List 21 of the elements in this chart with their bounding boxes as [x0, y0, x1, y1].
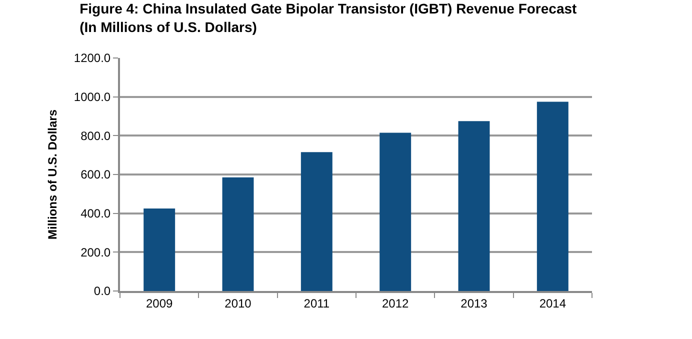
x-tick-label: 2009	[146, 296, 173, 310]
bar	[380, 132, 412, 291]
x-tick-label: 2010	[224, 296, 252, 310]
x-tick-label: 2012	[382, 296, 409, 310]
bar	[536, 102, 568, 291]
bar	[458, 121, 490, 291]
y-tick-label: 800.0	[80, 128, 111, 143]
bar	[300, 152, 332, 291]
y-tick-label: 0.0	[94, 284, 111, 298]
y-tick-label: 400.0	[80, 206, 111, 221]
x-tick-label: 2014	[539, 296, 566, 310]
bar	[222, 177, 254, 291]
x-tick-label: 2011	[304, 296, 330, 310]
y-tick-label: 200.0	[80, 245, 111, 260]
chart-title: Figure 4: China Insulated Gate Bipolar Transistor (IGBT) Revenue Forecast (In Millions of U.S. Dollars)	[80, 0, 578, 35]
x-tick-label: 2013	[460, 296, 488, 310]
y-tick-label: 1000.0	[74, 90, 111, 104]
y-tick-label: 600.0	[80, 168, 111, 182]
y-tick-label: 1200.0	[74, 51, 111, 66]
bar	[144, 208, 176, 291]
y-axis-title: Millions of U.S. Dollars	[46, 109, 60, 240]
